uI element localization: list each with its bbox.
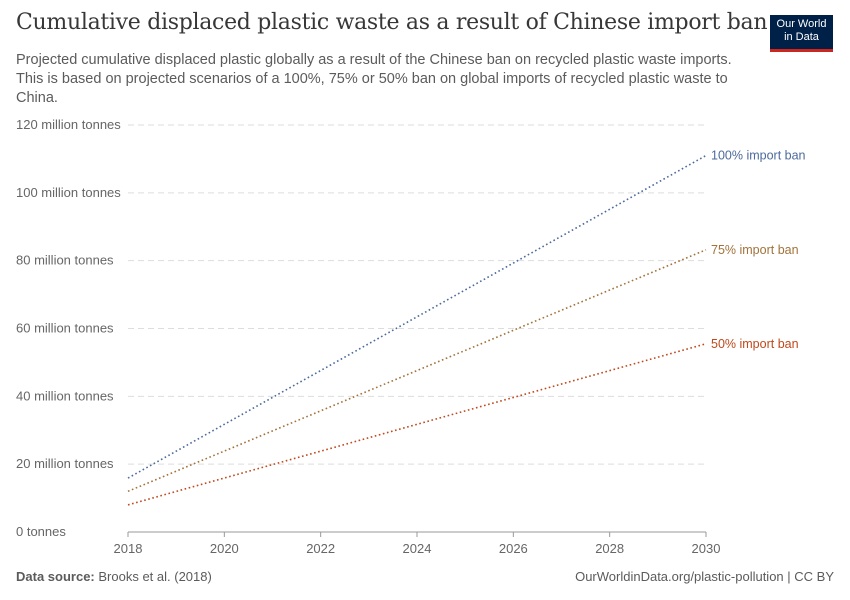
y-tick-label: 80 million tonnes: [16, 253, 114, 268]
series-line-0: [127, 154, 707, 479]
x-tick-label: 2022: [306, 541, 335, 556]
x-tick-label: 2024: [403, 541, 432, 556]
series-line-1: [127, 249, 707, 493]
series-label: 75% import ban: [711, 243, 799, 257]
series-label: 100% import ban: [711, 149, 806, 163]
y-tick-label: 20 million tonnes: [16, 456, 114, 471]
source-label: Data source:: [16, 569, 95, 584]
chart-subtitle: Projected cumulative displaced plastic g…: [16, 52, 732, 106]
y-tick-label: 0 tonnes: [16, 524, 66, 539]
chart-title: Cumulative displaced plastic waste as a …: [16, 10, 768, 35]
source-link[interactable]: Brooks et al. (2018): [98, 569, 212, 584]
x-tick-label: 2018: [114, 541, 143, 556]
series-label: 50% import ban: [711, 337, 799, 351]
x-tick-label: 2026: [499, 541, 528, 556]
logo-line-2: in Data: [784, 31, 819, 43]
data-source: Data source: Brooks et al. (2018): [16, 569, 212, 584]
series-line-2: [127, 342, 707, 506]
x-tick-label: 2028: [595, 541, 624, 556]
y-tick-label: 60 million tonnes: [16, 321, 114, 336]
x-tick-label: 2020: [210, 541, 239, 556]
footer-url[interactable]: OurWorldinData.org/plastic-pollution | C…: [575, 569, 834, 584]
owid-logo[interactable]: Our World in Data: [770, 15, 833, 52]
y-tick-label: 100 million tonnes: [16, 185, 121, 200]
x-tick-label: 2030: [692, 541, 721, 556]
y-tick-label: 40 million tonnes: [16, 388, 114, 403]
logo-line-1: Our World: [776, 18, 827, 30]
y-tick-label: 120 million tonnes: [16, 117, 121, 132]
